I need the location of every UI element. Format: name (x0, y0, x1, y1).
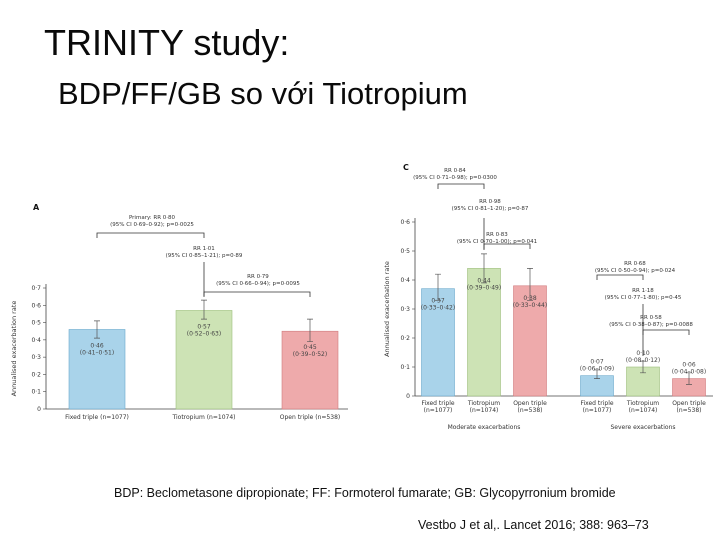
panel-a-annotation: Primary: RR 0·80 (95% CI 0·69–0·92); p=0·… (110, 215, 194, 228)
panel-c-value-label: 0·07 (0·06–0·09) (580, 359, 614, 373)
panel-c-bar (421, 288, 455, 397)
panel-c-letter: C (403, 163, 409, 172)
panel-c-value-label: 0·06 (0·04–0·08) (672, 362, 706, 376)
panel-c-y-tick-label: 0·6 (400, 219, 410, 226)
panel-c-error-bar (527, 268, 533, 301)
panel-c-category-label: Fixed triple (n=1077) (580, 400, 613, 414)
panel-a-y-tick-label: 0·1 (31, 389, 41, 396)
panel-c-error-bar (640, 360, 646, 374)
panel-c-bar (513, 285, 547, 397)
panel-c-error-bar (594, 369, 600, 379)
panel-c-category-label: Tiotropium (n=1074) (467, 400, 500, 414)
panel-c-y-tick-label: 0·5 (400, 248, 410, 255)
panel-c-category-label: Open triple (n=538) (513, 400, 547, 414)
panel-a-category-label: Open triple (n=538) (280, 414, 340, 421)
panel-a-annotation: RR 1·01 (95% CI 0·85–1·21); p=0·89 (166, 246, 243, 259)
panel-c-bracket (437, 183, 485, 189)
panel-c-y-tick-label: 0·4 (400, 277, 410, 284)
panel-a-y-tick-label: 0·6 (31, 302, 41, 309)
panel-c-bracket (642, 329, 690, 335)
slide-subtitle: BDP/FF/GB so với Tiotropium (58, 76, 468, 111)
abbreviations-footnote: BDP: Beclometasone dipropionate; FF: For… (114, 486, 616, 500)
panel-c-group-label: Severe exacerbations (610, 424, 675, 431)
panel-c-value-label: 0·38 (0·33–0·44) (513, 295, 547, 309)
panel-c-y-tick-label: 0 (406, 393, 410, 400)
panel-a-category-label: Fixed triple (n=1077) (65, 414, 129, 421)
panel-c-category-label: Tiotropium (n=1074) (626, 400, 659, 414)
slide-title: TRINITY study: (44, 22, 290, 63)
citation: Vestbo J et al,. Lancet 2016; 388: 963–7… (418, 518, 649, 532)
panel-c-value-label: 0·44 (0·39–0·49) (467, 277, 501, 291)
panel-c-annotation: RR 0·58 (95% CI 0·38–0·87); p=0·0088 (609, 315, 693, 328)
panel-a-value-label: 0·45 (0·39–0·52) (293, 344, 327, 358)
panel-c-category-label: Open triple (n=538) (672, 400, 706, 414)
panel-c-y-tick-label: 0·1 (400, 364, 410, 371)
panel-c-annotation: RR 0·84 (95% CI 0·71–0·98); p=0·0300 (413, 168, 497, 181)
panel-a-y-tick-label: 0·5 (31, 320, 41, 327)
panel-a-bar (68, 329, 126, 410)
panel-c-bar (467, 268, 501, 397)
panel-a-category-label: Tiotropium (n=1074) (172, 414, 236, 421)
panel-c-bracket (596, 274, 644, 280)
panel-a-y-tick-label: 0·2 (31, 371, 41, 378)
panel-a-y-tick-label: 0·7 (31, 285, 41, 292)
panel-c-annotation: RR 0·83 (95% CI 0·70–1·00); p=0·041 (457, 232, 537, 245)
panel-c-y-axis-label: Annualised exacerbation rate (383, 261, 391, 357)
panel-c-error-bar (481, 253, 487, 284)
panel-a-annotation: RR 0·79 (95% CI 0·66–0·94); p=0·0095 (216, 274, 300, 287)
panel-c-error-bar (435, 273, 441, 301)
panel-a-bracket (96, 232, 205, 238)
panel-c-annotation: RR 0·98 (95% CI 0·81–1·20); p=0·87 (452, 199, 529, 212)
panel-c-annotation: RR 1·18 (95% CI 0·77–1·80); p=0·45 (605, 288, 682, 301)
panel-a-bar (281, 330, 339, 410)
panel-c-annotation: RR 0·68 (95% CI 0·50–0·94); p=0·024 (595, 261, 676, 274)
panel-a-y-tick-label: 0 (37, 406, 41, 413)
panel-a-letter: A (33, 203, 40, 212)
panel-c-y-tick-label: 0·2 (400, 335, 410, 342)
panel-c-value-label: 0·37 (0·33–0·42) (421, 298, 455, 312)
panel-c-y-tick-label: 0·3 (400, 306, 410, 313)
panel-a-value-label: 0·57 (0·52–0·63) (187, 323, 221, 337)
panel-a-error-bar (307, 318, 313, 342)
panel-a-error-bar (201, 299, 207, 320)
panel-a-value-label: 0·46 (0·41–0·51) (80, 342, 114, 356)
panel-c-bracket (483, 243, 531, 249)
panel-a-bar (175, 310, 233, 410)
panel-c-category-label: Fixed triple (n=1077) (421, 400, 454, 414)
panel-a-bracket (203, 291, 311, 297)
panel-c-group-label: Moderate exacerbations (448, 424, 521, 431)
panel-a-y-axis-label: Annualised exacerbation rate (10, 301, 18, 397)
panel-a-error-bar (94, 320, 100, 339)
panel-a-y-tick-label: 0·3 (31, 354, 41, 361)
panel-a-y-tick-label: 0·4 (31, 337, 41, 344)
panel-c-error-bar (686, 372, 692, 385)
